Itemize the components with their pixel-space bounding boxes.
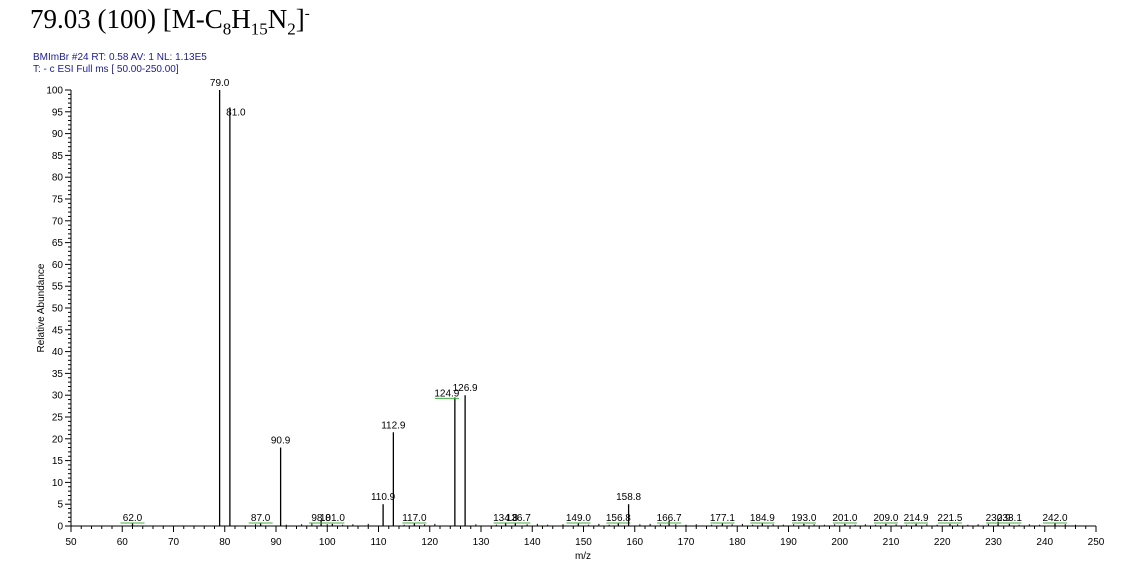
x-tick-label: 70 bbox=[168, 537, 180, 548]
y-tick-label: 60 bbox=[52, 260, 64, 271]
y-tick-label: 85 bbox=[52, 151, 64, 162]
y-tick-label: 80 bbox=[52, 173, 64, 184]
minor-peaks bbox=[255, 523, 1076, 526]
x-tick-label: 130 bbox=[473, 537, 490, 548]
chart-axes: 0 5 10 15 20 25 30 35 40 45 50 55 60 65 70 75 80 85 90 95 10… bbox=[46, 86, 1104, 549]
y-tick-label: 30 bbox=[52, 391, 64, 402]
peak-label: 98.8 bbox=[311, 513, 331, 524]
y-tick-label: 55 bbox=[52, 282, 64, 293]
peak-label: 209.0 bbox=[873, 513, 898, 524]
x-tick-label: 200 bbox=[831, 537, 848, 548]
x-tick-label: 150 bbox=[575, 537, 592, 548]
peak-label: 214.9 bbox=[904, 513, 929, 524]
scan-info-line-2: T: - c ESI Full ms [ 50.00-250.00] bbox=[33, 64, 179, 75]
scan-info-line-1: BMImBr #24 RT: 0.58 AV: 1 NL: 1.13E5 bbox=[33, 52, 207, 63]
peak-label: 221.5 bbox=[937, 513, 962, 524]
y-tick-label: 65 bbox=[52, 238, 64, 249]
y-tick-label: 20 bbox=[52, 434, 64, 445]
peak-label: 177.1 bbox=[710, 513, 735, 524]
x-tick-label: 50 bbox=[65, 537, 77, 548]
peak-label: 126.9 bbox=[453, 383, 478, 394]
peak-label: 62.0 bbox=[123, 513, 143, 524]
x-tick-label: 140 bbox=[524, 537, 541, 548]
peak-label: 134.8 bbox=[493, 513, 518, 524]
x-tick-label: 90 bbox=[270, 537, 282, 548]
x-tick-label: 180 bbox=[729, 537, 746, 548]
x-tick-label: 230 bbox=[985, 537, 1002, 548]
y-axis-label: Relative Abundance bbox=[36, 263, 47, 352]
y-tick-label: 100 bbox=[46, 86, 63, 97]
x-tick-label: 250 bbox=[1088, 537, 1105, 548]
peak-label: 233.1 bbox=[997, 513, 1022, 524]
x-tick-label: 80 bbox=[219, 537, 231, 548]
y-tick-label: 15 bbox=[52, 456, 64, 467]
x-tick-label: 240 bbox=[1036, 537, 1053, 548]
x-tick-label: 60 bbox=[117, 537, 129, 548]
y-tick-label: 0 bbox=[57, 522, 63, 533]
y-tick-label: 95 bbox=[52, 107, 64, 118]
x-tick-label: 120 bbox=[421, 537, 438, 548]
x-tick-label: 210 bbox=[883, 537, 900, 548]
peak-label: 90.9 bbox=[271, 436, 291, 447]
y-tick-label: 25 bbox=[52, 413, 64, 424]
peak-label: 79.0 bbox=[210, 78, 230, 89]
y-tick-label: 75 bbox=[52, 195, 64, 206]
x-tick-label: 190 bbox=[780, 537, 797, 548]
peak-label: 193.0 bbox=[791, 513, 816, 524]
chart-title: 79.03 (100) [M-C8H15N2]- bbox=[30, 4, 310, 39]
x-tick-label: 220 bbox=[934, 537, 951, 548]
peak-label: 112.9 bbox=[381, 420, 406, 431]
y-tick-label: 35 bbox=[52, 369, 64, 380]
peak-label: 242.0 bbox=[1042, 513, 1067, 524]
x-tick-label: 160 bbox=[626, 537, 643, 548]
peak-label: 110.9 bbox=[371, 492, 396, 503]
peak-label: 184.9 bbox=[750, 513, 775, 524]
peak-label: 87.0 bbox=[251, 513, 271, 524]
y-tick-label: 50 bbox=[52, 304, 64, 315]
peak-label: 201.0 bbox=[832, 513, 857, 524]
peak-label: 230.9 bbox=[986, 513, 1011, 524]
peak-label: 124.9 bbox=[434, 388, 459, 399]
y-tick-label: 70 bbox=[52, 216, 64, 227]
peak-label: 81.0 bbox=[226, 107, 246, 118]
x-tick-label: 170 bbox=[678, 537, 695, 548]
y-tick-label: 10 bbox=[52, 478, 64, 489]
x-tick-label: 100 bbox=[319, 537, 336, 548]
peak-label: 156.8 bbox=[606, 513, 631, 524]
y-tick-label: 45 bbox=[52, 325, 64, 336]
y-tick-label: 5 bbox=[57, 500, 63, 511]
x-axis-label: m/z bbox=[575, 551, 591, 562]
peak-label: 101.0 bbox=[320, 513, 345, 524]
x-tick-label: 110 bbox=[371, 537, 387, 548]
peak-label: 136.7 bbox=[506, 513, 531, 524]
peak-label: 166.7 bbox=[657, 513, 682, 524]
peak-label: 117.0 bbox=[402, 513, 427, 524]
peak-label: 158.8 bbox=[616, 492, 641, 503]
peak-label: 149.0 bbox=[566, 513, 591, 524]
y-tick-label: 90 bbox=[52, 129, 64, 140]
y-tick-label: 40 bbox=[52, 347, 64, 358]
